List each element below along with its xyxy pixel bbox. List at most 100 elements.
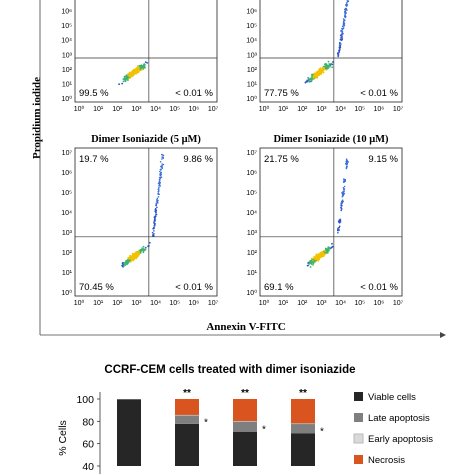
y-tick-label: 10⁰ [246, 289, 257, 297]
x-tick-label: 10⁵ [354, 106, 365, 113]
y-tick-label: 10⁶ [246, 9, 257, 16]
quadrant-upper-right: 9.86 % [183, 154, 213, 165]
bar-segment-necrosis [175, 399, 199, 415]
flow-x-axis-label: Annexin V-FITC [206, 321, 285, 333]
y-tick-label: 10¹ [62, 81, 73, 88]
bar-stack-3: *** [232, 388, 266, 466]
x-tick-label: 10⁶ [189, 106, 200, 113]
y-tick-label: 10² [247, 67, 258, 74]
x-tick-label: 10¹ [93, 106, 104, 113]
legend-label: Early apoptosis [368, 434, 433, 445]
flow-y-axis-label: Propidium iodide [31, 77, 43, 159]
y-tick-label: 10⁶ [61, 9, 72, 16]
y-tick-label: 10³ [247, 52, 258, 59]
flow-panel-4: 10⁰ 10¹ 10² 10³ 10⁴ 10⁵ 10⁶ 10⁷ 10⁰ 10¹ 10² 10³ 10⁴ 1… [246, 134, 403, 307]
significance-top: ** [299, 388, 307, 399]
quadrant-lower-right: < 0.01 % [360, 88, 398, 99]
flow-panel-frame [259, 0, 403, 103]
y-tick-label: 10² [62, 67, 73, 74]
bar-segment-viable-cells [291, 433, 315, 466]
x-tick-label: 10³ [131, 300, 142, 307]
bar-segment-early-apoptosis [174, 414, 200, 416]
x-tick-label: 10⁴ [335, 106, 346, 113]
y-tick-label: 10² [62, 250, 73, 257]
x-tick-label: 10³ [131, 106, 142, 113]
bar-y-tick-label: 40 [82, 461, 94, 473]
significance-side: * [204, 417, 208, 428]
x-tick-label: 10⁷ [393, 300, 404, 307]
x-tick-label: 10² [112, 300, 123, 307]
x-tick-label: 10⁰ [74, 299, 85, 307]
event-density [118, 61, 149, 86]
y-tick-label: 10³ [62, 230, 73, 237]
bar-stack-1 [117, 399, 141, 466]
y-tick-label: 10³ [247, 230, 258, 237]
quadrant-lower-left: 77.75 % [264, 88, 299, 99]
bar-segment-late-apoptosis [175, 414, 199, 424]
bar-segment-late-apoptosis [291, 423, 315, 434]
y-tick-label: 10¹ [247, 81, 258, 88]
flow-panels: 10⁰ 10¹ 10² 10³ 10⁴ 10⁵ 10⁶ 10⁰ 10¹ 10² 10³ 10⁴ 10⁵ 1… [61, 0, 404, 307]
quadrant-lower-left: 99.5 % [79, 88, 109, 99]
y-tick-label: 10⁴ [61, 210, 72, 217]
x-tick-label: 10⁷ [208, 106, 219, 113]
event-density [121, 153, 165, 268]
y-tick-label: 10⁰ [246, 95, 257, 103]
x-tick-label: 10⁰ [259, 105, 270, 113]
flow-x-arrow-head [440, 332, 446, 338]
significance-top: ** [183, 388, 191, 399]
bar-legend: Viable cells Late apoptosis Early apoptosi… [353, 392, 433, 466]
x-tick-label: 10⁷ [393, 106, 404, 113]
bar-segment-late-apoptosis [117, 399, 141, 400]
flow-panel-frame [259, 147, 403, 297]
y-tick-label: 10⁷ [247, 150, 258, 157]
quadrant-lower-right: < 0.01 % [360, 282, 398, 293]
y-tick-label: 10¹ [247, 270, 258, 277]
x-tick-label: 10² [112, 106, 123, 113]
quadrant-upper-right: 9.15 % [368, 154, 398, 165]
bar-segment-necrosis [233, 399, 257, 421]
y-tick-label: 10⁴ [61, 38, 72, 45]
legend-swatch [354, 455, 363, 464]
x-tick-label: 10⁴ [335, 300, 346, 307]
flow-panel-title: Dimer Isoniazide (5 μM) [91, 134, 201, 145]
flow-panel-3: 10⁰ 10¹ 10² 10³ 10⁴ 10⁵ 10⁶ 10⁷ 10⁰ 10¹ 10² 10³ 10⁴ 1… [61, 134, 218, 307]
y-tick-label: 10⁶ [61, 170, 72, 177]
bar-y-tick-label: 60 [82, 439, 94, 451]
legend-label: Viable cells [368, 392, 416, 403]
x-tick-label: 10⁶ [374, 106, 385, 113]
quadrant-upper-left: 19.7 % [79, 154, 109, 165]
x-tick-label: 10⁷ [208, 300, 219, 307]
y-tick-label: 10⁰ [61, 289, 72, 297]
bar-y-axis-label: % Cells [57, 420, 69, 456]
bar-segment-necrosis [291, 399, 315, 424]
bar-stack-4: *** [290, 388, 324, 466]
x-tick-label: 10⁶ [374, 300, 385, 307]
x-tick-label: 10¹ [278, 300, 289, 307]
flow-panel-frame [74, 147, 218, 297]
x-tick-label: 10⁴ [150, 106, 161, 113]
flow-panel-title: Dimer Isoniazide (10 μM) [273, 134, 389, 145]
y-tick-label: 10⁵ [61, 190, 72, 197]
x-tick-label: 10¹ [278, 106, 289, 113]
bar-y-tick-label: 80 [82, 416, 94, 428]
x-tick-label: 10² [297, 300, 308, 307]
y-tick-label: 10⁰ [61, 95, 72, 103]
x-tick-label: 10⁵ [354, 300, 365, 307]
legend-swatch [353, 433, 364, 444]
significance-side: * [320, 426, 324, 437]
quadrant-lower-right: < 0.01 % [175, 88, 213, 99]
y-tick-label: 10⁶ [246, 170, 257, 177]
quadrant-lower-left: 69.1 % [264, 282, 294, 293]
flow-panel-1: 10⁰ 10¹ 10² 10³ 10⁴ 10⁵ 10⁶ 10⁰ 10¹ 10² 10³ 10⁴ 10⁵ 1… [61, 0, 219, 113]
bar-y-tick-label: 100 [76, 394, 94, 406]
y-tick-label: 10³ [62, 52, 73, 59]
event-density [306, 158, 350, 268]
legend-label: Necrosis [368, 455, 405, 466]
y-tick-label: 10⁴ [246, 38, 257, 45]
x-tick-label: 10⁶ [189, 300, 200, 307]
x-tick-label: 10⁵ [169, 106, 180, 113]
bar-segment-viable-cells [117, 399, 141, 466]
y-tick-label: 10² [247, 250, 258, 257]
quadrant-upper-left: 21.75 % [264, 154, 299, 165]
